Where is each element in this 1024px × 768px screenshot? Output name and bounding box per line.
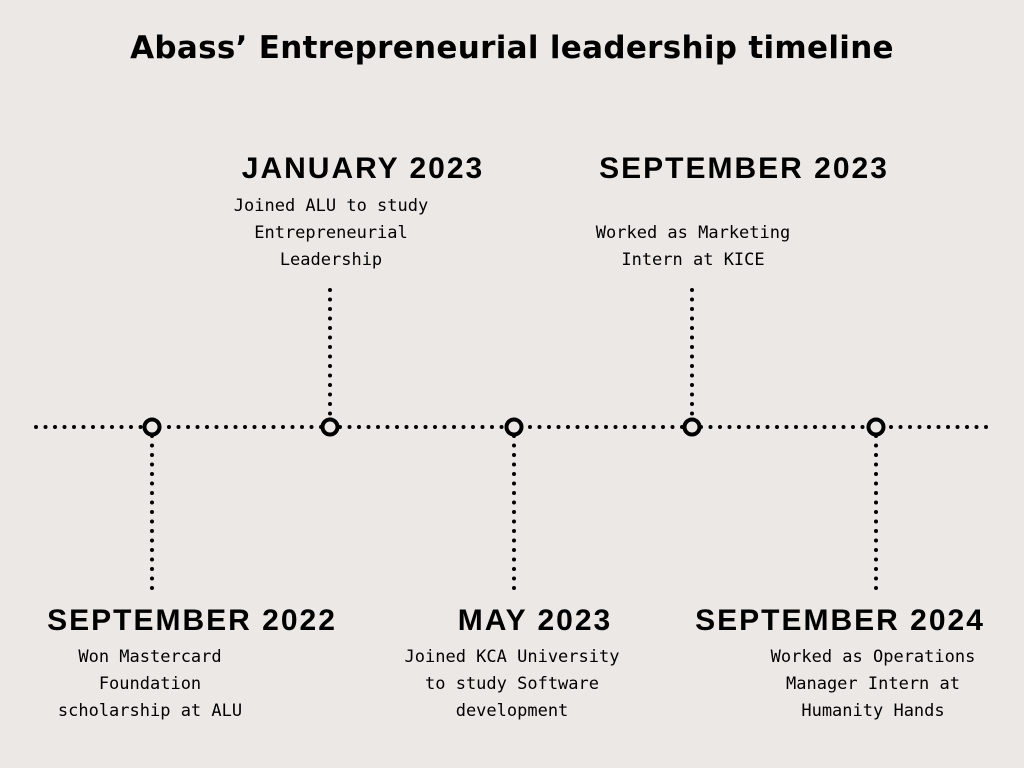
- event-description-september-2023: Worked as Marketing Intern at KICE: [595, 223, 791, 270]
- event-date-september-2024: SEPTEMBER 2024: [695, 604, 985, 637]
- event-date-january-2023: JANUARY 2023: [241, 152, 485, 185]
- timeline-title: Abass’ Entrepreneurial leadership timeli…: [130, 30, 894, 66]
- node-september-2023: [682, 417, 702, 437]
- event-date-september-2022: SEPTEMBER 2022: [47, 604, 337, 637]
- event-description-september-2024: Worked as Operations Manager Intern at H…: [770, 647, 976, 721]
- node-september-2022: [142, 417, 162, 437]
- event-date-may-2023: MAY 2023: [457, 604, 613, 637]
- event-description-january-2023: Joined ALU to study Entrepreneurial Lead…: [233, 196, 429, 270]
- node-january-2023: [320, 417, 340, 437]
- event-date-september-2023: SEPTEMBER 2023: [599, 152, 889, 185]
- node-september-2024: [866, 417, 886, 437]
- event-description-may-2023: Joined KCA University to study Software …: [404, 647, 620, 721]
- event-description-september-2022: Won Mastercard Foundation scholarship at…: [57, 647, 243, 721]
- node-may-2023: [504, 417, 524, 437]
